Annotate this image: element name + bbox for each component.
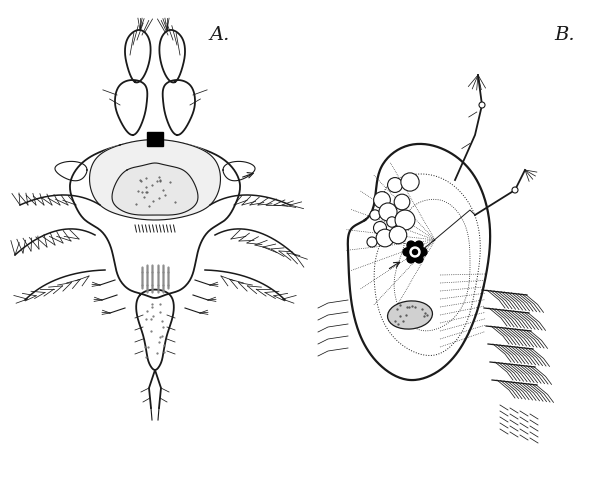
Circle shape <box>370 210 380 220</box>
Circle shape <box>389 226 407 244</box>
Polygon shape <box>55 161 87 181</box>
Circle shape <box>374 192 391 208</box>
Ellipse shape <box>388 301 433 329</box>
Circle shape <box>395 210 415 230</box>
Polygon shape <box>160 30 185 82</box>
Polygon shape <box>163 80 195 135</box>
Circle shape <box>407 241 415 249</box>
Circle shape <box>403 248 411 256</box>
Circle shape <box>413 249 418 255</box>
Circle shape <box>401 173 419 191</box>
Circle shape <box>374 222 386 234</box>
Polygon shape <box>125 30 151 82</box>
Circle shape <box>388 178 403 192</box>
Circle shape <box>394 194 410 210</box>
Text: B.: B. <box>554 26 575 44</box>
Circle shape <box>387 217 397 227</box>
Circle shape <box>479 102 485 108</box>
Circle shape <box>512 187 518 193</box>
Polygon shape <box>70 140 240 298</box>
Polygon shape <box>348 144 490 380</box>
Polygon shape <box>136 290 174 370</box>
Circle shape <box>367 237 377 247</box>
Polygon shape <box>223 161 255 181</box>
Text: A.: A. <box>210 26 230 44</box>
Circle shape <box>419 248 427 256</box>
Circle shape <box>376 229 394 247</box>
Bar <box>147 132 163 146</box>
Circle shape <box>407 255 415 263</box>
Circle shape <box>415 255 423 263</box>
Circle shape <box>415 241 423 249</box>
Circle shape <box>410 247 420 257</box>
Circle shape <box>406 243 424 261</box>
Polygon shape <box>112 163 198 215</box>
Polygon shape <box>89 140 220 220</box>
Circle shape <box>379 203 397 221</box>
Polygon shape <box>115 80 148 135</box>
